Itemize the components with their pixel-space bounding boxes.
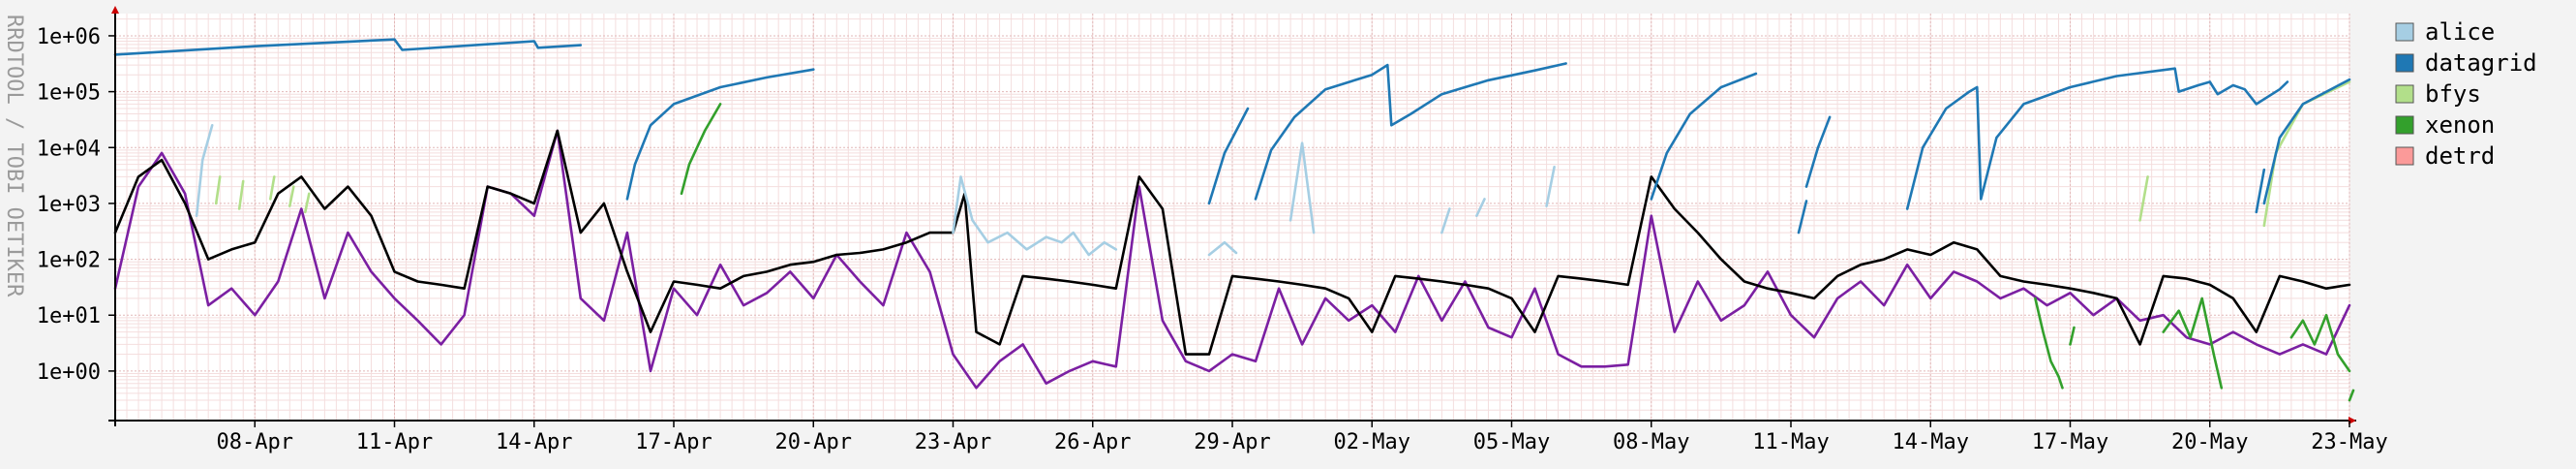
y-axis-arrow <box>111 6 119 14</box>
series-line-xenon <box>2034 297 2064 390</box>
series-line-alice <box>195 124 214 217</box>
series-line-bfys <box>268 175 276 201</box>
grid-layer <box>114 14 2350 421</box>
legend-label-datagrid: datagrid <box>2425 49 2537 77</box>
x-tick-label: 17-May <box>2032 430 2108 454</box>
series-line-alice <box>1475 198 1486 217</box>
legend-label-alice: alice <box>2425 18 2495 46</box>
legend-label-xenon: xenon <box>2425 111 2495 139</box>
series-line-bfys <box>237 179 245 210</box>
y-tick-label: 1e+01 <box>37 304 101 328</box>
series-line-bfys <box>288 185 295 207</box>
legend-label-bfys: bfys <box>2425 80 2481 108</box>
legend-swatch-datagrid <box>2395 53 2414 73</box>
y-axis-label: RRDTOOL / TOBI OETIKER <box>2 15 26 297</box>
series-line-xenon <box>680 103 722 196</box>
x-tick-label: 14-Apr <box>496 430 572 454</box>
x-tick-label: 05-May <box>1473 430 1550 454</box>
series-xenon <box>680 103 2355 402</box>
series-line-bfys <box>214 175 222 205</box>
y-tick-label: 1e+03 <box>37 193 101 217</box>
x-tick-label: 17-Apr <box>635 430 712 454</box>
series-line-datagrid <box>113 38 583 56</box>
series-line-datagrid <box>1804 115 1832 188</box>
series-line-datagrid <box>1254 62 1567 201</box>
series-line-alice <box>1545 166 1556 207</box>
series-line-datagrid <box>2262 78 2351 205</box>
x-tick-label: 08-May <box>1613 430 1689 454</box>
y-tick-label: 1e+00 <box>37 360 101 385</box>
series-datagrid <box>113 38 2351 234</box>
x-tick-label: 14-May <box>1893 430 1969 454</box>
legend-swatch-bfys <box>2395 84 2414 104</box>
x-tick-labels: 08-Apr 11-Apr 14-Apr 17-Apr 20-Apr 23-Apr 26-A… <box>217 421 2388 454</box>
x-tick-label: 08-Apr <box>217 430 293 454</box>
series-line-datagrid <box>1650 72 1758 201</box>
series-line-datagrid <box>1905 67 2289 210</box>
series-line-unlabeled <box>113 129 2351 356</box>
series-line-xenon <box>2348 389 2355 402</box>
series-line-datagrid <box>1207 107 1250 205</box>
x-tick-label: 11-May <box>1752 430 1829 454</box>
x-tick-label: 20-Apr <box>775 430 852 454</box>
y-tick-labels: 1e+06 1e+05 1e+04 1e+03 1e+02 1e+01 1e+00 <box>37 25 115 385</box>
x-tick-label: 20-May <box>2171 430 2248 454</box>
series-line-alice <box>1440 207 1451 234</box>
y-tick-label: 1e+05 <box>37 81 101 106</box>
x-tick-label: 29-Apr <box>1194 430 1270 454</box>
series-line-bfys <box>2138 175 2149 222</box>
series-line-alice <box>952 175 1118 257</box>
series-unlabeled-6 <box>113 129 2351 356</box>
y-tick-label: 1e+04 <box>37 137 101 161</box>
legend-label-detrd: detrd <box>2425 142 2495 170</box>
series-line-datagrid <box>1797 200 1808 234</box>
series-line-datagrid <box>2255 168 2266 214</box>
series-alice <box>195 124 1556 257</box>
series-line-xenon <box>2162 297 2224 390</box>
x-tick-label: 23-May <box>2311 430 2387 454</box>
y-tick-label: 1e+02 <box>37 249 101 273</box>
legend: alice datagrid bfys xenon detrd <box>2395 18 2537 170</box>
legend-swatch-xenon <box>2395 115 2414 135</box>
series-line-xenon <box>2289 313 2351 373</box>
x-tick-label: 02-May <box>1334 430 1410 454</box>
series-line-alice <box>1288 141 1316 234</box>
x-axis-arrow <box>2349 417 2356 424</box>
series-layer <box>113 38 2355 402</box>
series-line-bfys <box>303 192 311 214</box>
legend-swatch-detrd <box>2395 146 2414 166</box>
x-tick-label: 11-Apr <box>356 430 433 454</box>
legend-swatch-alice <box>2395 22 2414 42</box>
x-tick-label: 23-Apr <box>915 430 991 454</box>
series-line-xenon <box>2069 326 2076 346</box>
y-tick-label: 1e+06 <box>37 25 101 49</box>
series-line-alice <box>1207 240 1238 257</box>
x-tick-label: 26-Apr <box>1054 430 1131 454</box>
series-line-datagrid <box>625 68 815 201</box>
